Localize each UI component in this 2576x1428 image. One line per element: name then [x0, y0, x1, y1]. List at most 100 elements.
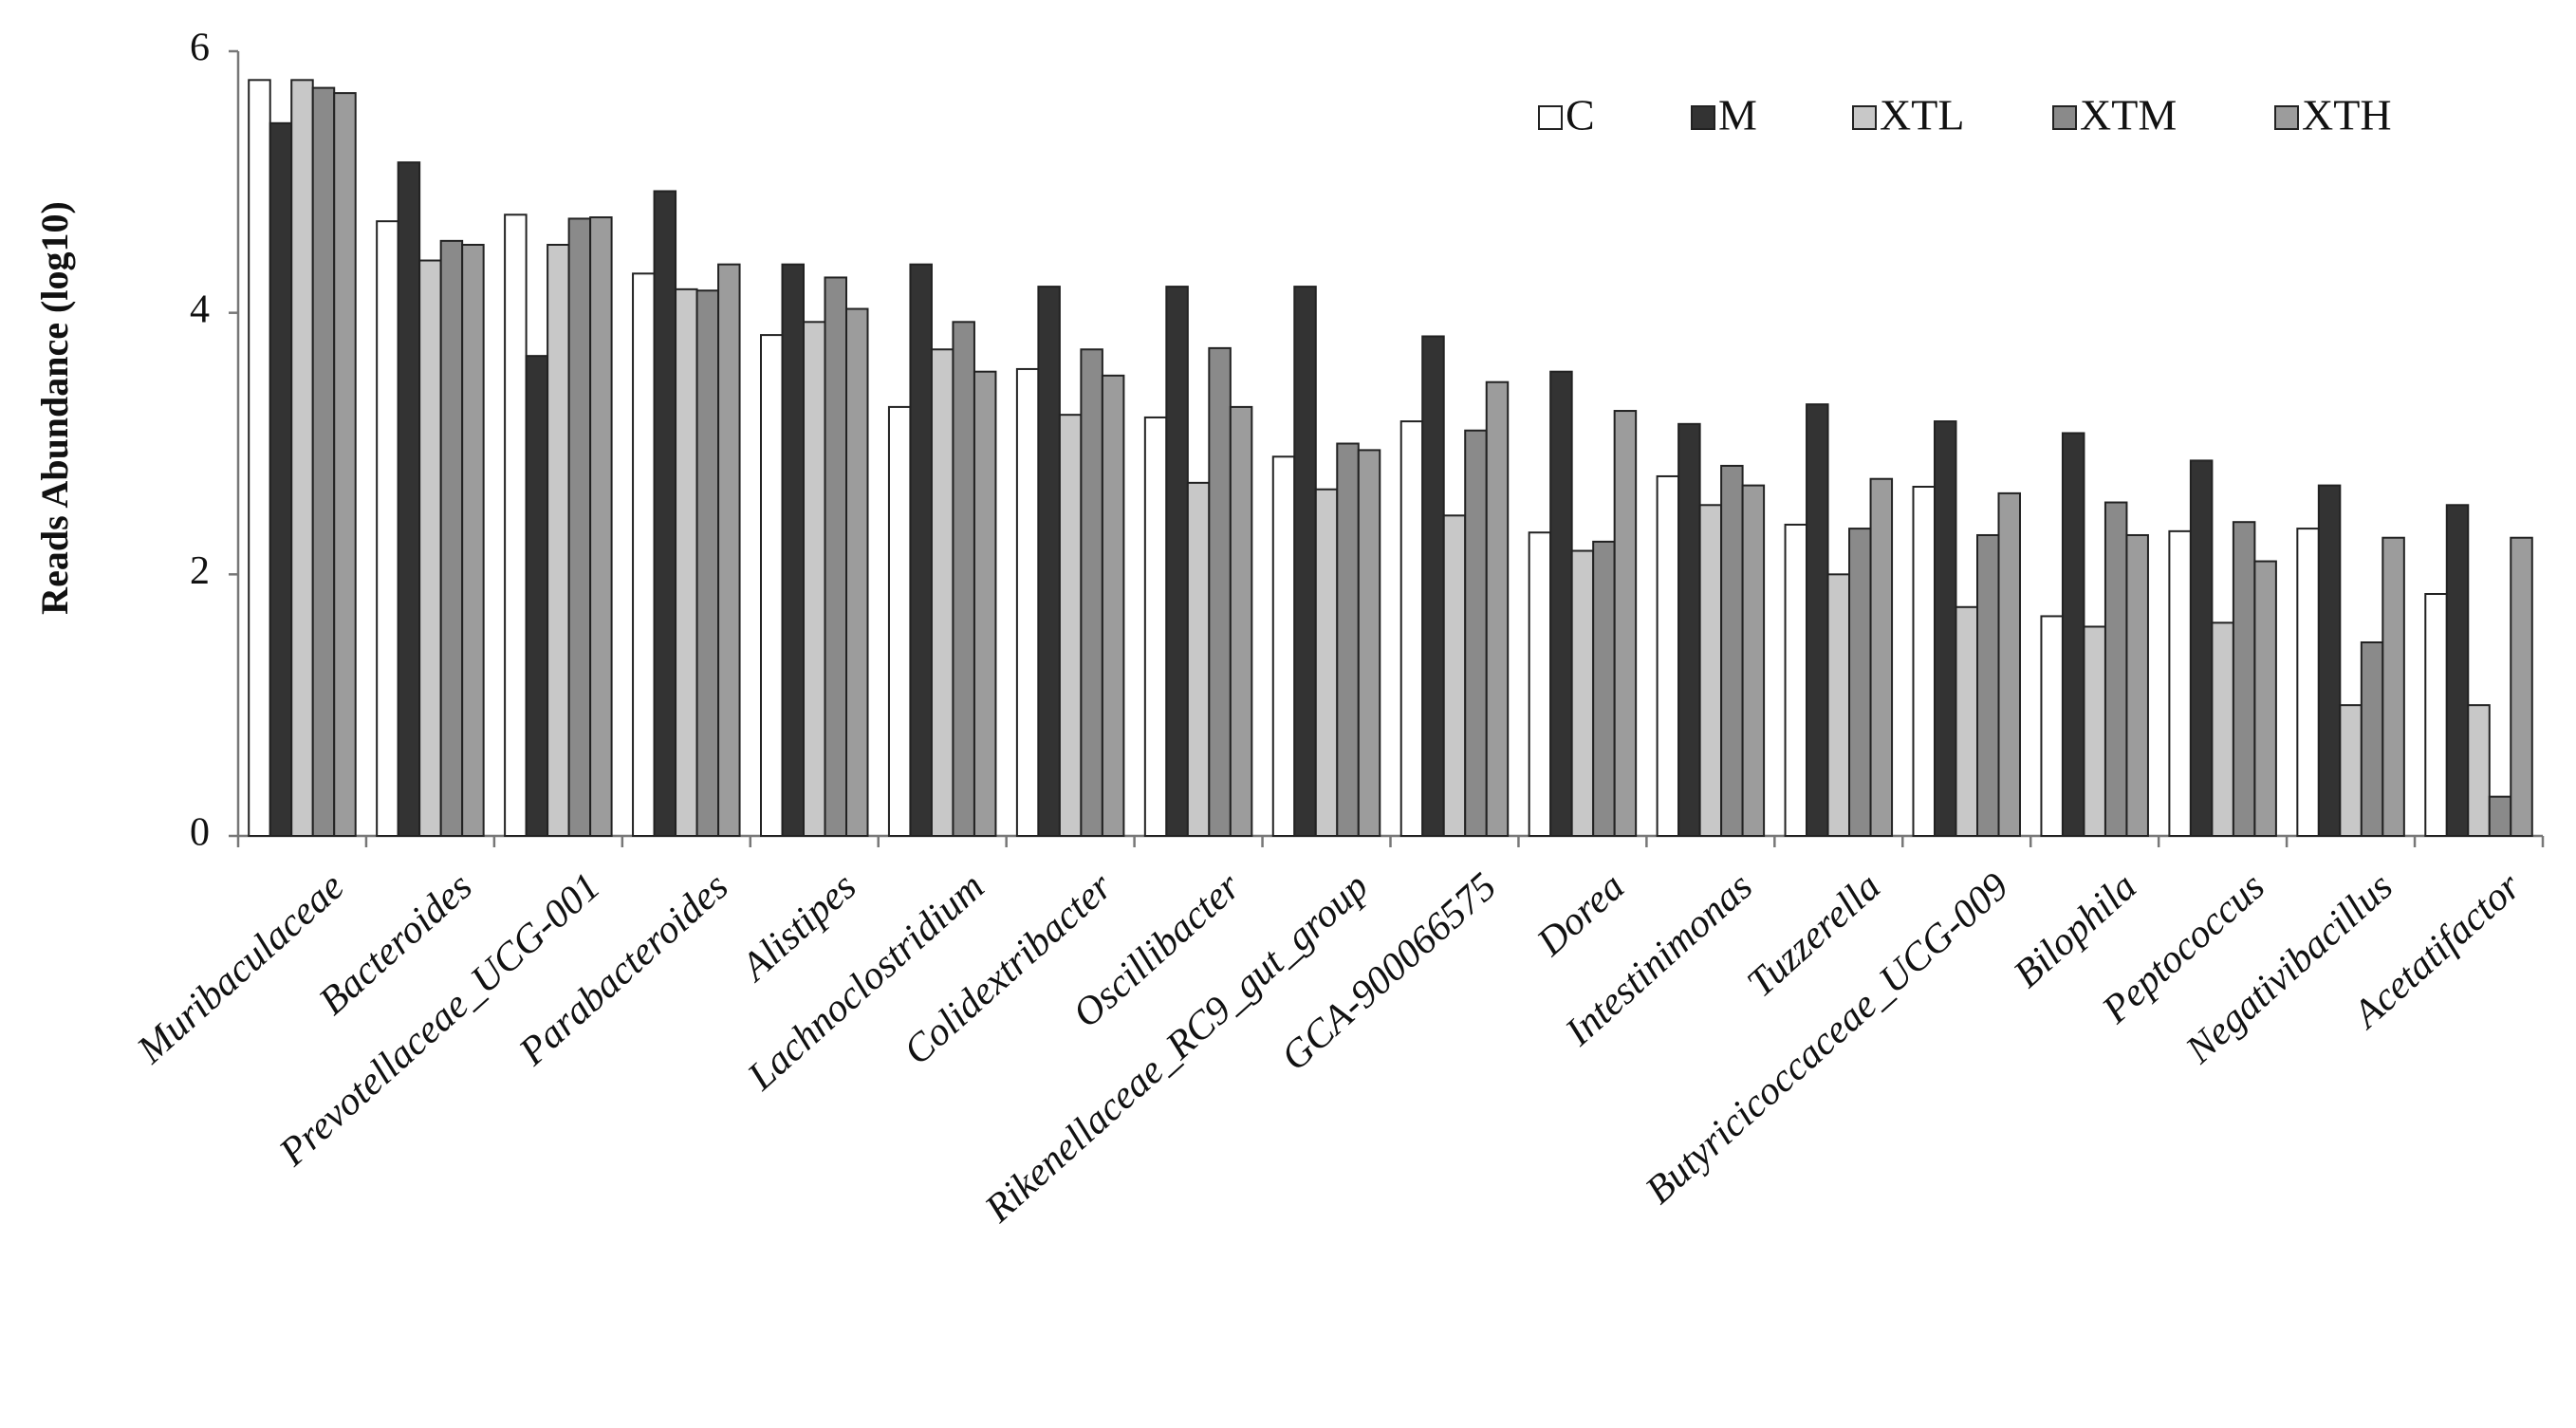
y-tick-label: 4 — [190, 287, 210, 331]
bar — [2296, 528, 2320, 837]
legend-label: C — [1566, 91, 1595, 139]
bar — [1869, 477, 1894, 837]
bar — [1485, 380, 1510, 837]
bar — [525, 355, 549, 837]
bar — [1528, 531, 1552, 838]
legend-label: XTL — [1880, 91, 1964, 139]
bar — [269, 121, 293, 837]
bar — [2168, 529, 2192, 837]
x-tick-label: Dorea — [1529, 864, 1633, 965]
bar — [248, 79, 271, 838]
bar — [439, 239, 464, 837]
bar — [845, 307, 869, 837]
y-axis-label: Reads Abundance (log10) — [33, 201, 76, 615]
bar — [930, 348, 954, 837]
bar — [397, 161, 421, 838]
bar — [2381, 536, 2405, 837]
x-tick-label: Lachnoclostridium — [739, 864, 992, 1099]
bar — [952, 321, 975, 837]
bar — [1570, 549, 1595, 837]
bar — [2189, 459, 2214, 837]
bar — [675, 287, 698, 837]
bar — [1464, 429, 1488, 837]
bar — [1058, 414, 1083, 837]
x-tick-label: Muribaculaceae — [129, 864, 353, 1072]
bar — [504, 213, 528, 837]
bar — [311, 86, 336, 838]
bar — [461, 243, 485, 837]
bar — [1421, 335, 1445, 837]
bar — [1080, 348, 1103, 837]
legend-label: XTH — [2302, 91, 2392, 139]
bar — [781, 263, 805, 837]
y-tick-label: 2 — [190, 549, 210, 593]
bar — [589, 216, 613, 837]
bar — [2360, 641, 2384, 837]
bar — [1720, 464, 1744, 837]
bar — [2317, 484, 2342, 837]
bar — [1357, 449, 1381, 837]
x-tick-label: GCA-900066575 — [1273, 864, 1505, 1079]
bar — [2467, 704, 2491, 838]
bar — [2488, 795, 2512, 838]
legend-label: XTM — [2080, 91, 2177, 139]
bar — [1442, 514, 1467, 838]
legend-swatch — [1852, 105, 1877, 130]
bar — [547, 243, 570, 837]
y-tick-label: 6 — [190, 27, 210, 70]
bar — [1015, 367, 1040, 837]
bar — [1293, 286, 1317, 838]
bar — [2253, 560, 2277, 837]
bar — [1143, 416, 1168, 837]
bar — [418, 259, 442, 837]
bar — [1165, 286, 1189, 838]
bar — [1955, 605, 1978, 838]
bar — [1741, 484, 1766, 837]
bar — [2339, 704, 2363, 838]
bar — [1934, 420, 1957, 837]
bar — [2061, 432, 2085, 837]
bar — [1592, 540, 1616, 837]
bar — [2103, 501, 2128, 838]
bar — [760, 334, 784, 837]
bar — [803, 321, 826, 837]
bar — [1698, 504, 1723, 837]
y-tick-label: 0 — [190, 811, 210, 855]
legend-swatch — [2274, 105, 2299, 130]
bar — [1613, 410, 1638, 837]
bar — [2232, 521, 2256, 837]
bar — [2125, 533, 2149, 837]
bar — [333, 92, 357, 837]
legend-swatch — [2052, 105, 2077, 130]
bar — [1677, 422, 1701, 837]
bar — [1976, 533, 2000, 837]
bar — [973, 370, 997, 837]
bar — [1271, 455, 1296, 837]
bar — [909, 263, 933, 837]
bar — [1997, 491, 2021, 837]
bar — [1399, 420, 1424, 837]
legend-swatch — [1691, 105, 1715, 130]
bar — [567, 217, 592, 837]
bar — [1806, 403, 1829, 837]
bar — [1656, 474, 1680, 837]
bar — [1314, 488, 1339, 837]
bar — [1101, 374, 1125, 837]
bar — [887, 405, 912, 837]
bar — [1037, 286, 1061, 838]
bar — [1229, 405, 1253, 837]
bar — [717, 263, 741, 837]
bar — [376, 220, 399, 837]
bar — [824, 276, 847, 837]
bar — [1784, 523, 1808, 837]
bar — [1848, 528, 1872, 837]
bar — [1549, 370, 1573, 837]
legend-label: M — [1718, 91, 1757, 139]
bar — [1208, 346, 1232, 837]
bar — [2445, 504, 2470, 837]
bar — [2040, 615, 2064, 837]
bar — [695, 289, 720, 837]
bar — [2510, 536, 2533, 837]
bar — [653, 190, 677, 837]
